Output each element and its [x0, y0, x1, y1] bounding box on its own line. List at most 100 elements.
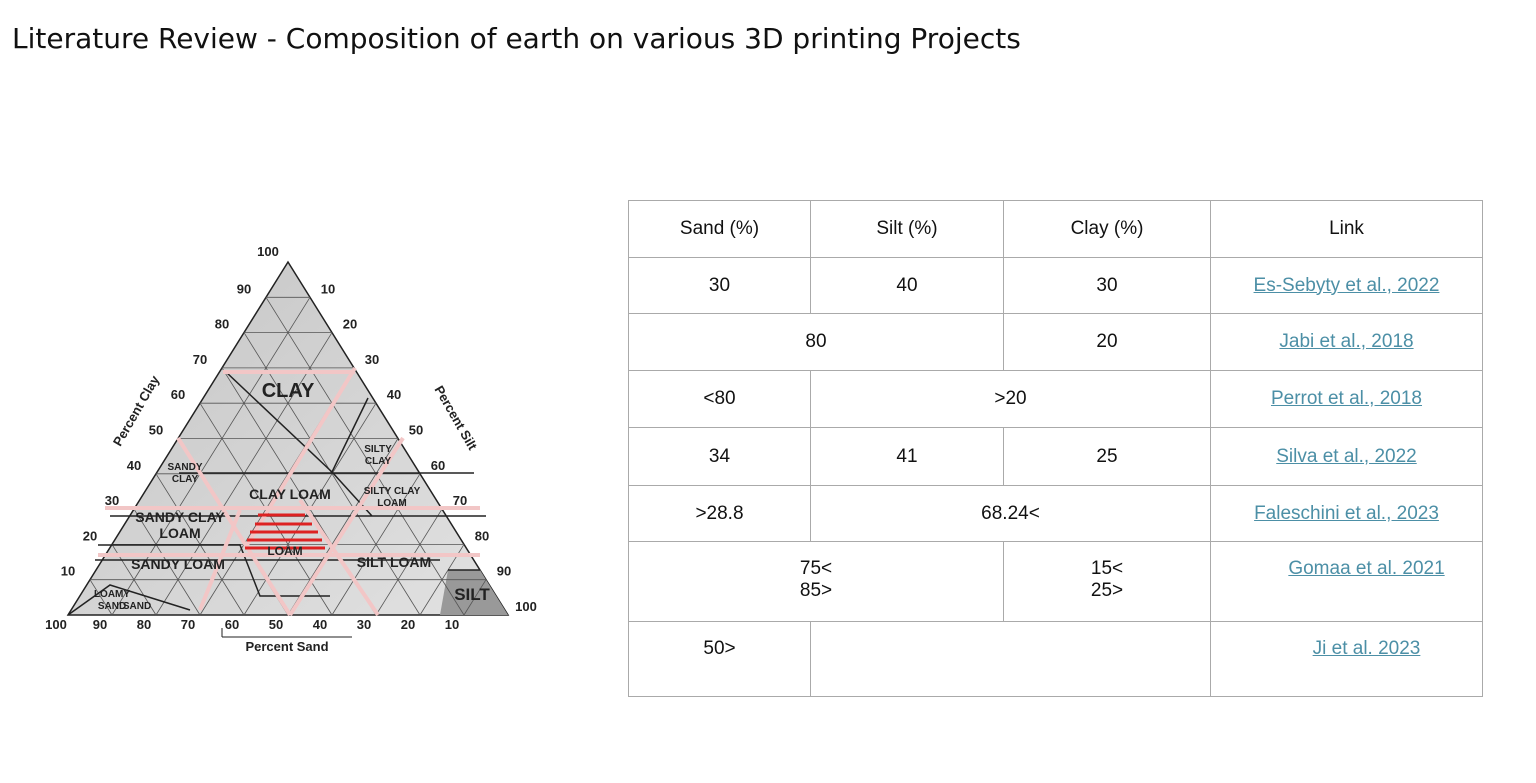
sand-tick: 10: [445, 617, 459, 632]
header-cell: Silt (%): [810, 200, 1004, 258]
clay-tick: 80: [215, 317, 229, 332]
region-label: SILTY: [364, 444, 392, 455]
sand-arrow: [221, 628, 352, 638]
cell: Jabi et al., 2018: [1210, 313, 1483, 371]
link[interactable]: Faleschini et al., 2023: [1254, 502, 1439, 524]
cell: 30: [1003, 257, 1211, 314]
silt-tick: 90: [497, 564, 511, 579]
silt-tick: 100: [515, 599, 537, 614]
cell: >28.8: [628, 485, 811, 542]
cell: Silva et al., 2022: [1210, 427, 1483, 486]
grid-line: [265, 297, 465, 616]
silt-tick: 80: [475, 528, 489, 543]
composition-table: Sand (%) Silt (%) Clay (%) Link 30 40 30 Es-Se…: [628, 200, 1483, 697]
title: Literature Review - Composition of earth…: [12, 22, 1021, 55]
clay-tick: 20: [83, 528, 97, 543]
cell: 80: [628, 313, 1004, 371]
cell: 15< 25>: [1003, 541, 1211, 622]
cell: 20: [1003, 313, 1211, 371]
sand-tick: 20: [401, 617, 415, 632]
cell: 68.24<: [810, 485, 1211, 542]
region-label: SANDY: [167, 462, 202, 473]
highlight-lines: [98, 366, 480, 617]
clay-tick: 90: [237, 281, 251, 296]
region-label: CLAY LOAM: [249, 486, 331, 502]
clay-tick: 10: [61, 564, 75, 579]
header-cell: Clay (%): [1003, 200, 1211, 258]
cell: Faleschini et al., 2023: [1210, 485, 1483, 542]
region-label: LOAMY: [94, 589, 130, 600]
region-label: LOAM: [159, 525, 200, 541]
silt-tick: 30: [365, 352, 379, 367]
sand-tick: 30: [357, 617, 371, 632]
cell: <80: [628, 370, 811, 428]
silt-tick: 70: [453, 493, 467, 508]
cell: [810, 621, 1211, 697]
sand-tick: 50: [269, 617, 283, 632]
sand-tick: 70: [181, 617, 195, 632]
region-label: SAND: [98, 601, 126, 612]
sand-tick: 80: [137, 617, 151, 632]
region-label: SANDY CLAY: [135, 509, 225, 525]
region-label: SAND: [123, 601, 151, 612]
region-label: SILTY CLAY: [364, 486, 421, 497]
grid-line: [111, 297, 311, 616]
region-label: SILT: [454, 585, 490, 604]
region-label: SILT LOAM: [357, 554, 431, 570]
cell: 40: [810, 257, 1004, 314]
cell: 25: [1003, 427, 1211, 486]
sand-tick: 40: [313, 617, 327, 632]
clay-tick: 100: [257, 244, 279, 259]
link[interactable]: Es-Sebyty et al., 2022: [1253, 274, 1440, 296]
cell: Es-Sebyty et al., 2022: [1210, 257, 1483, 314]
cell-line: 15<: [1090, 558, 1124, 579]
silt-tick: 50: [409, 423, 423, 438]
link[interactable]: Gomaa et al. 2021: [1288, 558, 1445, 579]
clay-tick: 60: [171, 387, 185, 402]
region-label: CLAY: [172, 474, 199, 485]
sand-tick: 60: [225, 617, 239, 632]
cell: 50>: [628, 621, 811, 697]
grid-line: [331, 473, 421, 616]
cell: Gomaa et al. 2021: [1210, 541, 1483, 622]
cell-line: 85>: [799, 580, 833, 601]
axis-title: Percent Sand: [245, 639, 328, 654]
link[interactable]: Perrot et al., 2018: [1270, 388, 1423, 409]
grid-line: [287, 438, 399, 616]
silt-tick: 40: [387, 387, 401, 402]
axis-title: Percent Silt: [432, 383, 481, 453]
soil-triangle: 100 90 80 70 60 50 40 30 20 10 10 20 30 40 50 60 70 80 90 1…: [45, 244, 537, 654]
cell: 41: [810, 427, 1004, 486]
grid-line: [133, 508, 201, 616]
cell: Ji et al. 2023: [1210, 621, 1483, 697]
clay-tick: 50: [149, 423, 163, 438]
region-label: LOAM: [377, 498, 406, 509]
cell-line: 75<: [799, 558, 833, 579]
region-label: CLAY: [262, 380, 315, 402]
cell: 75< 85>: [628, 541, 1004, 622]
region-label: SANDY LOAM: [131, 556, 225, 572]
link[interactable]: Silva et al., 2022: [1276, 445, 1417, 467]
link[interactable]: Jabi et al., 2018: [1279, 331, 1414, 352]
sand-tick: 100: [45, 617, 67, 632]
silt-tick: 10: [321, 281, 335, 296]
header-cell: Link: [1210, 200, 1483, 258]
clay-tick: 40: [127, 458, 141, 473]
link[interactable]: Ji et al. 2023: [1312, 638, 1421, 659]
silt-tick: 20: [343, 317, 357, 332]
grid-line: [89, 579, 113, 616]
silt-tick: 60: [431, 458, 445, 473]
region-label: LOAM: [267, 544, 302, 558]
cell-line: 25>: [1090, 580, 1124, 601]
clay-tick: 30: [105, 493, 119, 508]
header-cell: Sand (%): [628, 200, 811, 258]
sand-tick: 90: [93, 617, 107, 632]
cell: >20: [810, 370, 1211, 428]
cell: 30: [628, 257, 811, 314]
cell: 34: [628, 427, 811, 486]
target-hatching: [245, 513, 325, 550]
grid-line: [463, 579, 487, 616]
grid-line: [375, 508, 443, 616]
cell: Perrot et al., 2018: [1210, 370, 1483, 428]
